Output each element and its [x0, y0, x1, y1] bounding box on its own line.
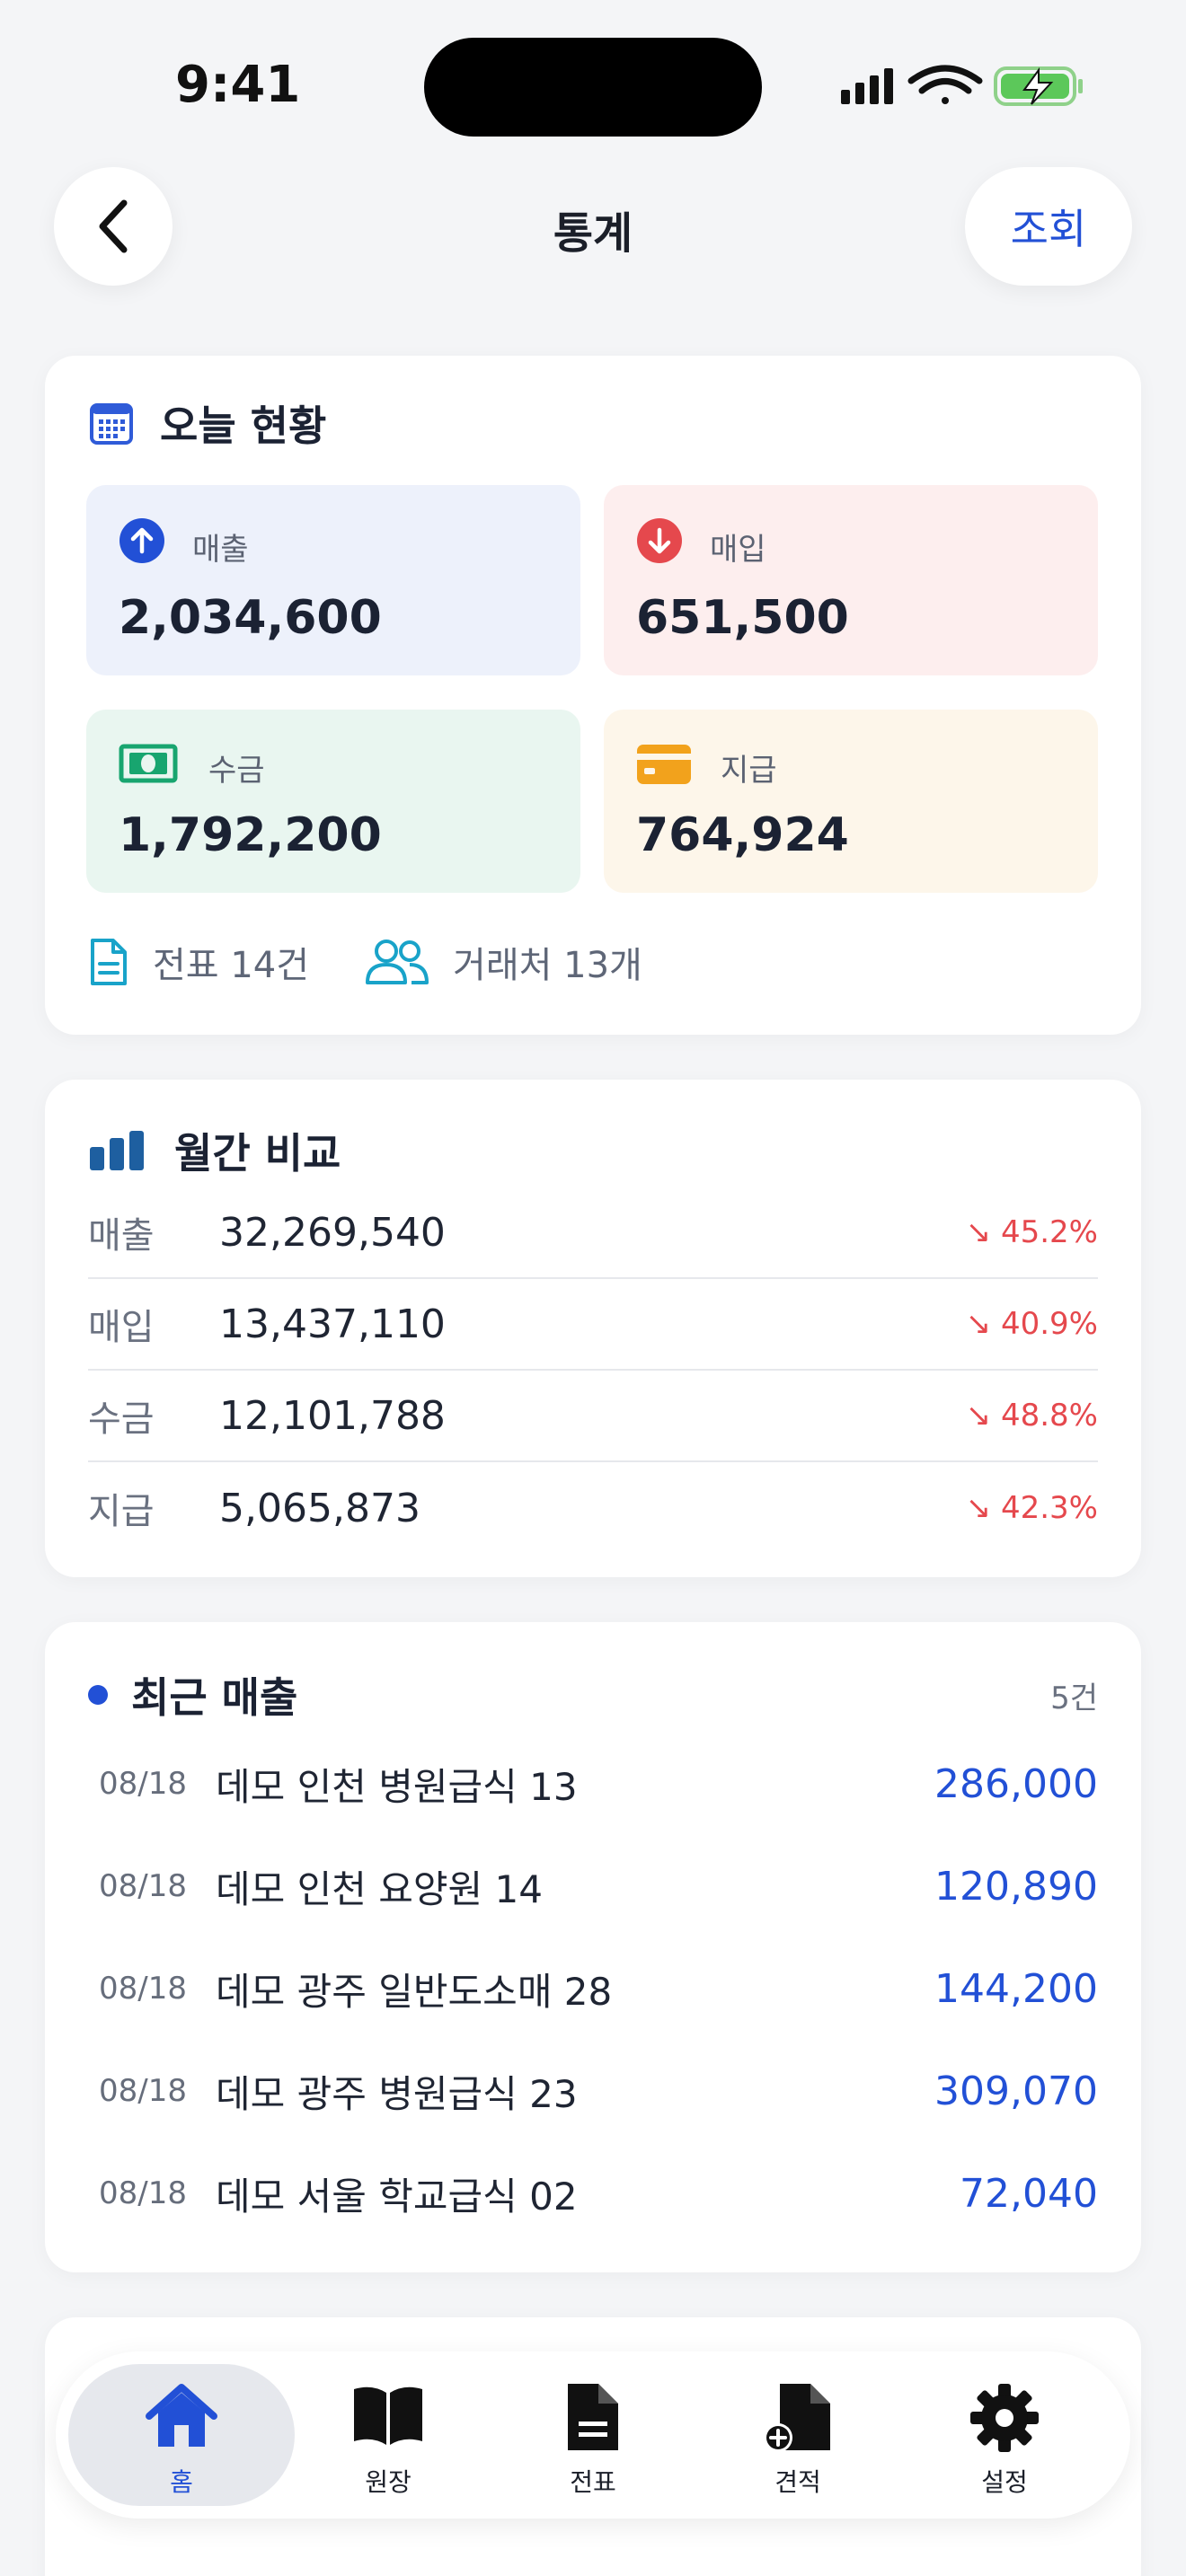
monthly-change: ↘ 45.2%	[965, 1214, 1098, 1250]
users-icon	[366, 940, 429, 984]
monthly-header: 월간 비교	[88, 1121, 341, 1180]
home-icon	[146, 2384, 217, 2447]
sales-list-item[interactable]: 08/18 데모 서울 학교급식 02 72,040	[88, 2148, 1098, 2238]
monthly-value: 12,101,788	[219, 1392, 446, 1439]
document-icon	[568, 2384, 618, 2450]
recent-title: 최근 매출	[131, 1673, 298, 1722]
today-header: 오늘 현황	[88, 393, 326, 453]
arrow-up-circle-icon	[119, 518, 164, 563]
monthly-comparison-card: 월간 비교 매출 32,269,540 ↘ 45.2% 매입 13,437,11…	[45, 1080, 1141, 1577]
monthly-row-purchase: 매입 13,437,110 ↘ 40.9%	[88, 1279, 1098, 1371]
calendar-icon	[90, 403, 133, 445]
credit-card-icon	[637, 745, 691, 784]
monthly-row-payment: 지급 5,065,873 ↘ 42.3%	[88, 1462, 1098, 1554]
sale-date: 08/18	[99, 2073, 187, 2109]
sale-client: 데모 인천 병원급식 13	[216, 1764, 578, 1809]
client-count: 거래처 13개	[453, 945, 642, 986]
monthly-label: 수금	[88, 1398, 155, 1440]
sale-amount: 144,200	[934, 1965, 1098, 2012]
bullet-dot-icon	[88, 1685, 108, 1705]
purchase-label: 매입	[710, 532, 766, 568]
sale-amount: 309,070	[934, 2068, 1098, 2114]
sales-list-item[interactable]: 08/18 데모 인천 병원급식 13 286,000	[88, 1739, 1098, 1829]
monthly-change: ↘ 48.8%	[965, 1398, 1098, 1434]
monthly-label: 매입	[88, 1307, 155, 1348]
status-icons	[841, 65, 1083, 106]
tab-label: 설정	[981, 2467, 1028, 2497]
payment-tile[interactable]: 지급 764,924	[604, 710, 1098, 893]
sale-amount: 72,040	[960, 2170, 1098, 2217]
tab-label: 홈	[170, 2467, 193, 2497]
monthly-value: 13,437,110	[219, 1301, 446, 1347]
monthly-row-collection: 수금 12,101,788 ↘ 48.8%	[88, 1371, 1098, 1462]
book-icon	[354, 2386, 422, 2445]
sale-date: 08/18	[99, 1971, 187, 2007]
tab-slip[interactable]: 전표	[503, 2351, 683, 2519]
sale-client: 데모 광주 일반도소매 28	[216, 1969, 613, 2014]
back-button[interactable]	[54, 167, 173, 286]
battery-charging-icon	[994, 66, 1083, 106]
tab-home[interactable]: 홈	[92, 2351, 271, 2519]
wifi-icon	[907, 65, 983, 104]
document-icon	[91, 939, 127, 985]
sales-tile[interactable]: 매출 2,034,600	[86, 485, 580, 675]
today-meta: 전표 14건 거래처 13개	[88, 936, 642, 988]
tab-label: 견적	[774, 2467, 821, 2497]
status-time: 9:41	[175, 56, 301, 114]
sale-client: 데모 광주 병원급식 23	[216, 2071, 578, 2116]
recent-header: 최근 매출 5건	[88, 1665, 1098, 1725]
purchase-tile[interactable]: 매입 651,500	[604, 485, 1098, 675]
monthly-value: 5,065,873	[219, 1485, 420, 1531]
bar-chart-icon	[90, 1131, 144, 1170]
sale-amount: 286,000	[934, 1760, 1098, 1807]
query-button[interactable]: 조회	[965, 167, 1132, 286]
today-summary-card: 오늘 현황 매출 2,034,600 매입 651,500 수금 1,792,2…	[45, 356, 1141, 1035]
sales-label: 매출	[192, 532, 249, 568]
sale-client: 데모 인천 요양원 14	[216, 1866, 543, 1911]
payment-value: 764,924	[636, 808, 849, 862]
recent-sales-card: 최근 매출 5건 08/18 데모 인천 병원급식 13 286,000 08/…	[45, 1622, 1141, 2272]
monthly-row-sales: 매출 32,269,540 ↘ 45.2%	[88, 1187, 1098, 1279]
page-title: 통계	[553, 208, 633, 259]
purchase-value: 651,500	[636, 591, 849, 645]
sale-client: 데모 서울 학교급식 02	[216, 2174, 578, 2219]
sales-value: 2,034,600	[119, 591, 382, 645]
collection-tile[interactable]: 수금 1,792,200	[86, 710, 580, 893]
monthly-label: 지급	[88, 1491, 155, 1532]
gear-icon	[970, 2384, 1039, 2452]
status-bar: 9:41	[0, 0, 1186, 162]
tab-label: 원장	[365, 2467, 412, 2497]
sales-list-item[interactable]: 08/18 데모 광주 일반도소매 28 144,200	[88, 1944, 1098, 2033]
sale-date: 08/18	[99, 1868, 187, 1904]
recent-count: 5건	[1050, 1680, 1098, 1716]
today-title: 오늘 현황	[160, 401, 327, 450]
monthly-label: 매출	[88, 1215, 155, 1257]
signal-icon	[841, 68, 893, 104]
collection-label: 수금	[208, 753, 265, 789]
monthly-change: ↘ 40.9%	[965, 1306, 1098, 1342]
collection-value: 1,792,200	[119, 808, 382, 862]
monthly-value: 32,269,540	[219, 1209, 446, 1256]
tab-label: 전표	[570, 2467, 616, 2497]
dynamic-island	[424, 38, 762, 137]
tab-estimate[interactable]: 견적	[708, 2351, 888, 2519]
document-add-icon	[764, 2384, 830, 2452]
banknote-icon	[119, 744, 178, 783]
slip-count: 전표 14건	[153, 945, 310, 986]
chevron-left-icon	[99, 199, 128, 253]
tab-settings[interactable]: 설정	[915, 2351, 1094, 2519]
sale-amount: 120,890	[934, 1863, 1098, 1910]
tab-ledger[interactable]: 원장	[298, 2351, 478, 2519]
monthly-title: 월간 비교	[174, 1129, 341, 1178]
tab-bar: 홈 원장 전표 견적	[56, 2351, 1130, 2519]
monthly-change: ↘ 42.3%	[965, 1490, 1098, 1526]
arrow-down-circle-icon	[637, 518, 682, 563]
sales-list-item[interactable]: 08/18 데모 광주 병원급식 23 309,070	[88, 2046, 1098, 2136]
sales-list-item[interactable]: 08/18 데모 인천 요양원 14 120,890	[88, 1841, 1098, 1931]
sale-date: 08/18	[99, 1766, 187, 1802]
payment-label: 지급	[721, 753, 777, 789]
sale-date: 08/18	[99, 2175, 187, 2211]
